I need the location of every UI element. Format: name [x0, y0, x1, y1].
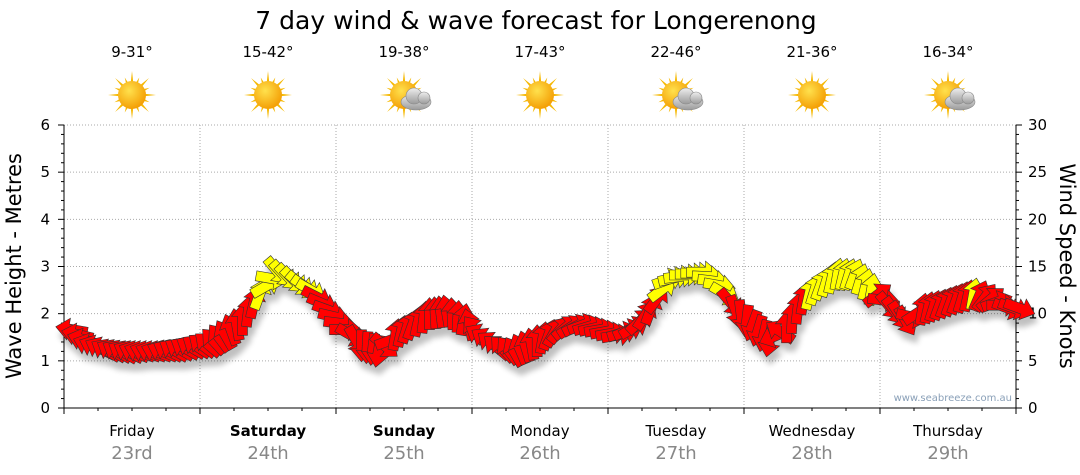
cloud-part — [689, 91, 703, 105]
wind-arrows — [55, 255, 1036, 369]
sun-ray — [822, 93, 836, 97]
sun-ray — [924, 93, 938, 97]
x-tick-label-date: 25th — [383, 443, 424, 464]
sun-ray — [674, 71, 678, 85]
y-tick-label-left: 0 — [40, 399, 50, 417]
sun-ray — [380, 93, 394, 97]
y-tick-label-left: 6 — [40, 116, 50, 134]
day-temperature: 17-43° — [514, 43, 565, 61]
sun-ray — [266, 105, 270, 119]
x-tick-label-date: 26th — [519, 443, 560, 464]
day-temperature: 21-36° — [786, 43, 837, 61]
sun-icon — [244, 71, 292, 119]
wind-arrow — [1002, 297, 1036, 321]
x-tick-label-day: Tuesday — [644, 422, 706, 440]
y-tick-label-right: 15 — [1028, 258, 1047, 276]
x-tick-label-date: 27th — [655, 443, 696, 464]
sun-disc — [254, 81, 282, 109]
sun-ray — [266, 71, 270, 85]
day-temperature: 19-38° — [378, 43, 429, 61]
x-tick-label-date: 29th — [927, 443, 968, 464]
x-tick-label-day: Sunday — [373, 422, 436, 440]
sun-ray — [142, 93, 156, 97]
y-tick-label-right: 30 — [1028, 116, 1047, 134]
watermark[interactable]: www.seabreeze.com.au — [894, 393, 1012, 404]
sun-ray — [810, 71, 814, 85]
y-axis-label-right: Wind Speed - Knots — [1055, 163, 1079, 368]
y-tick-label-left: 5 — [40, 163, 50, 181]
sun-ray — [946, 71, 950, 85]
y-tick-label-left: 2 — [40, 305, 50, 323]
axes: 0 1 2 3 4 5 6 0 5 10 15 20 25 30 — [40, 116, 1047, 417]
y-tick-label-left: 3 — [40, 258, 50, 276]
sun-ray — [538, 105, 542, 119]
sun-ray — [244, 93, 258, 97]
y-tick-label-right: 5 — [1028, 352, 1038, 370]
sun-ray — [278, 93, 292, 97]
day-temperature: 9-31° — [111, 43, 153, 61]
y-tick-label-left: 1 — [40, 352, 50, 370]
sun-ray — [130, 105, 134, 119]
sun-ray — [108, 93, 122, 97]
x-tick-label-day: Wednesday — [769, 422, 856, 440]
sun-ray — [130, 71, 134, 85]
sun-ray — [652, 93, 666, 97]
sun-icon — [516, 71, 564, 119]
x-tick-label-day: Thursday — [912, 422, 983, 440]
y-tick-label-left: 4 — [40, 210, 50, 228]
cloud-part — [961, 91, 975, 105]
sun-icon — [788, 71, 836, 119]
cloud-icon — [672, 87, 704, 111]
y-axis-label-left: Wave Height - Metres — [2, 153, 26, 379]
sun-ray — [402, 105, 406, 119]
x-tick-label-day: Friday — [109, 422, 155, 440]
sun-ray — [810, 105, 814, 119]
sun-ray — [674, 105, 678, 119]
sun-ray — [516, 93, 530, 97]
sun-ray — [946, 105, 950, 119]
x-tick-label-date: 23rd — [111, 443, 152, 464]
day-headers: 9-31° Friday 23rd 15-42° Saturday 24th 19-38° S… — [108, 43, 983, 464]
sun-disc — [118, 81, 146, 109]
sun-disc — [798, 81, 826, 109]
grid — [64, 124, 1016, 408]
chart-title: 7 day wind & wave forecast for Longereno… — [255, 6, 816, 35]
y-tick-label-right: 10 — [1028, 305, 1047, 323]
day-temperature: 15-42° — [242, 43, 293, 61]
cloud-icon — [400, 87, 432, 111]
sun-disc — [526, 81, 554, 109]
y-tick-label-right: 0 — [1028, 399, 1038, 417]
cloud-icon — [944, 87, 976, 111]
sun-ray — [788, 93, 802, 97]
sun-ray — [538, 71, 542, 85]
y-tick-label-right: 25 — [1028, 163, 1047, 181]
day-temperature: 16-34° — [922, 43, 973, 61]
cloud-part — [417, 91, 431, 105]
x-tick-label-day: Saturday — [230, 422, 307, 440]
sun-ray — [550, 93, 564, 97]
sun-icon — [108, 71, 156, 119]
sun-ray — [402, 71, 406, 85]
x-tick-label-day: Monday — [510, 422, 569, 440]
x-tick-label-date: 28th — [791, 443, 832, 464]
x-tick-label-date: 24th — [247, 443, 288, 464]
day-temperature: 22-46° — [650, 43, 701, 61]
y-tick-label-right: 20 — [1028, 210, 1047, 228]
